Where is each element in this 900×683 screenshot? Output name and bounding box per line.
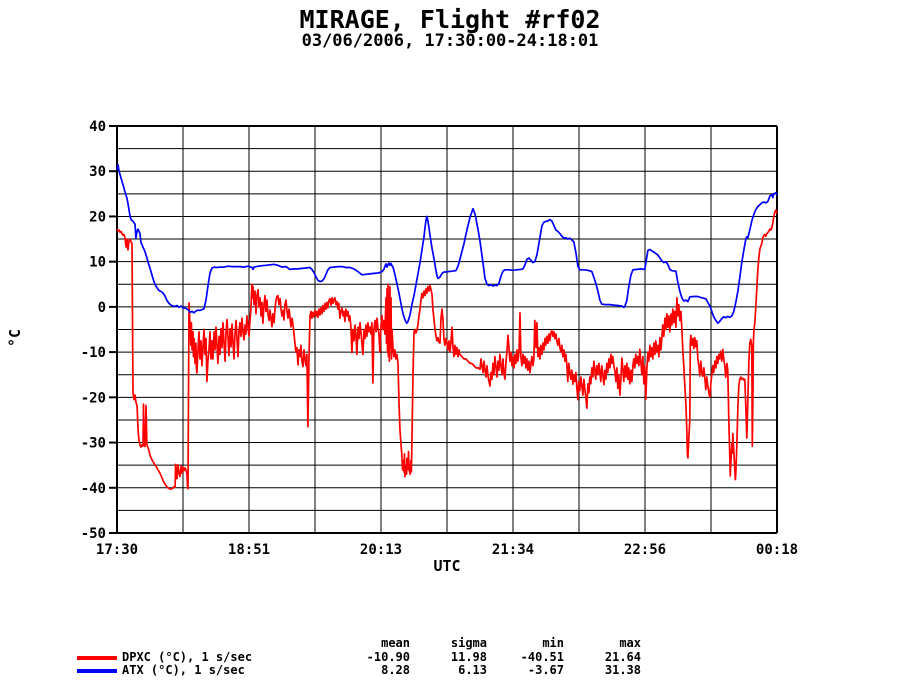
stats-header-max: max <box>619 636 641 650</box>
y-tick-label: -20 <box>81 390 106 406</box>
x-axis-label: UTC <box>433 557 461 575</box>
dpxc-mean: -10.90 <box>366 650 410 664</box>
y-tick-label: 20 <box>89 209 106 225</box>
dpxc-max: 21.64 <box>604 650 641 664</box>
x-tick-label: 21:34 <box>492 542 534 558</box>
dpxc-sigma: 11.98 <box>450 650 487 664</box>
legend-row-atx: ATX (°C), 1 s/sec 8.28 6.13 -3.67 31.38 <box>0 663 900 677</box>
x-tick-label: 22:56 <box>624 542 666 558</box>
atx-min: -3.67 <box>527 663 564 677</box>
atx-series-label: ATX (°C), 1 s/sec <box>122 663 245 677</box>
x-tick-label: 18:51 <box>228 542 270 558</box>
stats-header-row: mean sigma min max <box>0 636 900 650</box>
y-tick-label: -30 <box>81 436 106 452</box>
y-tick-label: 10 <box>89 255 106 271</box>
atx-line-swatch <box>77 669 117 673</box>
y-tick-label: -10 <box>81 345 106 361</box>
stats-header-sigma: sigma <box>450 636 487 650</box>
stats-header-mean: mean <box>381 636 410 650</box>
y-tick-label: 30 <box>89 164 106 180</box>
series-line-atx <box>116 164 778 325</box>
atx-max: 31.38 <box>604 663 641 677</box>
x-tick-label: 17:30 <box>96 542 138 558</box>
x-tick-label: 20:13 <box>360 542 402 558</box>
y-tick-label: -40 <box>81 481 106 497</box>
y-tick-label: 0 <box>98 300 106 316</box>
series-line-dpxc <box>116 209 778 490</box>
dpxc-line-swatch <box>77 656 117 660</box>
atx-mean: 8.28 <box>381 663 410 677</box>
dpxc-min: -40.51 <box>520 650 564 664</box>
y-tick-label: 40 <box>89 119 106 135</box>
atx-sigma: 6.13 <box>458 663 487 677</box>
dpxc-series-label: DPXC (°C), 1 s/sec <box>122 650 253 664</box>
x-tick-label: 00:18 <box>756 542 798 558</box>
chart-title: MIRAGE, Flight #rf02 <box>299 5 601 34</box>
stats-header-min: min <box>542 636 564 650</box>
y-tick-label: -50 <box>81 526 106 542</box>
chart-subtitle: 03/06/2006, 17:30:00-24:18:01 <box>301 31 599 51</box>
legend-row-dpxc: DPXC (°C), 1 s/sec -10.90 11.98 -40.51 2… <box>0 650 900 664</box>
